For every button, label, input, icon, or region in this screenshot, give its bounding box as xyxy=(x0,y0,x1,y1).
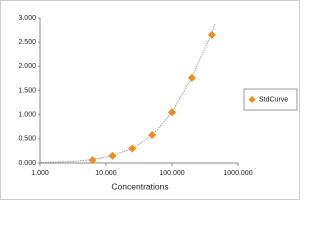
x-tick-label: 1.000 xyxy=(31,170,49,177)
data-point xyxy=(108,151,117,160)
legend-box xyxy=(243,88,298,111)
data-point xyxy=(148,130,157,139)
data-point xyxy=(128,144,137,153)
y-tick-label: 2.000 xyxy=(18,63,36,70)
data-point xyxy=(207,30,216,39)
y-tick-label: 3.000 xyxy=(18,15,36,22)
x-axis-label: Concentrations xyxy=(111,181,168,191)
x-tick-label: 100.000 xyxy=(159,170,184,177)
y-tick-label: 0.500 xyxy=(18,136,36,143)
data-point xyxy=(88,156,97,165)
legend-label: StdCurve xyxy=(259,96,288,103)
y-tick-label: 2.500 xyxy=(18,39,36,46)
y-tick-label: 1.000 xyxy=(18,112,36,119)
data-point xyxy=(187,73,196,82)
x-tick-label: 10.000 xyxy=(95,170,117,177)
chart: Concentrations 0.000 0.500 1.000 1.500 2.000… xyxy=(0,0,300,200)
trendline xyxy=(39,23,216,163)
legend-marker xyxy=(248,96,256,103)
y-tick-label: 1.500 xyxy=(18,87,36,94)
data-point xyxy=(168,108,176,117)
x-tick-label: 1000.000 xyxy=(223,170,252,177)
y-tick-label: 0.000 xyxy=(18,160,36,167)
